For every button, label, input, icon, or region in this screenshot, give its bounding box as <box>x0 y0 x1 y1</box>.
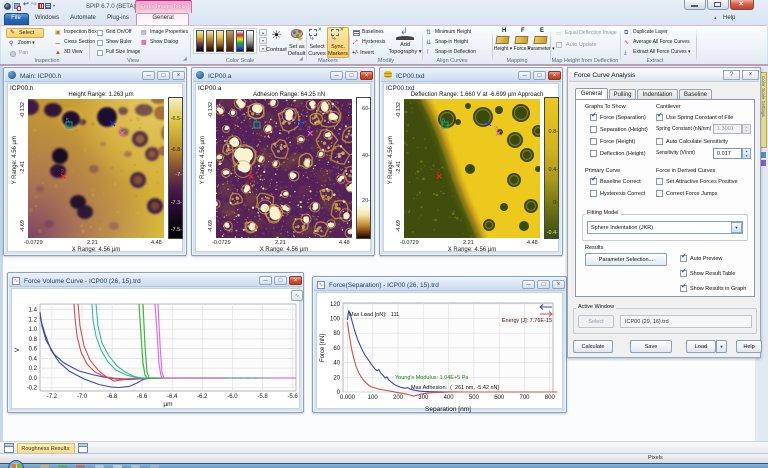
svg-text:µm: µm <box>163 401 172 408</box>
svg-text:-6.4: -6.4 <box>167 394 178 400</box>
svg-text:Max Adhesion: ( 261 nm, -5.4: Max Adhesion: ( 261 nm, -5.42 nN) <box>411 385 500 391</box>
svg-text:-5.8: -5.8 <box>257 394 268 400</box>
svg-text:-7.0: -7.0 <box>77 394 88 400</box>
svg-text:3: 3 <box>495 126 498 132</box>
svg-text:2: 2 <box>437 169 440 175</box>
svg-text:0: 0 <box>337 390 341 396</box>
svg-text:120: 120 <box>330 302 341 308</box>
svg-text:3: 3 <box>119 126 122 132</box>
svg-text:-7.2: -7.2 <box>47 394 58 400</box>
svg-text:-6.0: -6.0 <box>227 394 238 400</box>
svg-text:-5.6: -5.6 <box>287 394 298 400</box>
svg-text:5: 5 <box>254 118 257 124</box>
svg-text:80: 80 <box>333 331 340 337</box>
svg-text:0.000: 0.000 <box>340 395 356 401</box>
svg-text:V: V <box>14 347 21 352</box>
svg-text:Young's Modulus: 1.04E+5 Pa: Young's Modulus: 1.04E+5 Pa <box>395 375 469 381</box>
svg-text:-0.2: -0.2 <box>27 386 38 392</box>
svg-text:5: 5 <box>66 118 69 124</box>
svg-text:60: 60 <box>333 346 340 352</box>
svg-text:400: 400 <box>444 395 455 401</box>
svg-text:Force [nN]: Force [nN] <box>320 334 326 362</box>
svg-text:300: 300 <box>418 395 429 401</box>
svg-text:-6.8: -6.8 <box>107 394 118 400</box>
svg-text:1.2: 1.2 <box>29 317 38 323</box>
svg-text:Energy [J]: 7.76E-15: Energy [J]: 7.76E-15 <box>502 318 552 324</box>
svg-text:800: 800 <box>545 395 556 401</box>
svg-text:40: 40 <box>333 361 340 367</box>
svg-text:2: 2 <box>61 169 64 175</box>
svg-text:0.4: 0.4 <box>29 356 38 362</box>
svg-text:600: 600 <box>494 395 505 401</box>
svg-text:1.0: 1.0 <box>29 327 38 333</box>
svg-text:3: 3 <box>307 126 310 132</box>
svg-text:20: 20 <box>333 375 340 381</box>
svg-text:Max Load [nN]: 111: Max Load [nN]: 111 <box>349 312 399 318</box>
svg-text:-6.2: -6.2 <box>197 394 208 400</box>
svg-text:1.4: 1.4 <box>29 308 38 314</box>
svg-text:5: 5 <box>442 118 445 124</box>
svg-text:Separation [nm]: Separation [nm] <box>425 406 471 413</box>
svg-text:500: 500 <box>469 395 480 401</box>
svg-text:0.2: 0.2 <box>29 366 38 372</box>
svg-text:2: 2 <box>249 169 252 175</box>
svg-text:0.6: 0.6 <box>29 347 38 353</box>
svg-text:200: 200 <box>393 395 404 401</box>
svg-text:-6.6: -6.6 <box>137 394 148 400</box>
svg-text:0.0: 0.0 <box>29 376 38 382</box>
svg-text:700: 700 <box>519 395 530 401</box>
svg-text:100: 100 <box>330 317 341 323</box>
svg-text:0.8: 0.8 <box>29 337 38 343</box>
svg-text:100: 100 <box>368 395 379 401</box>
